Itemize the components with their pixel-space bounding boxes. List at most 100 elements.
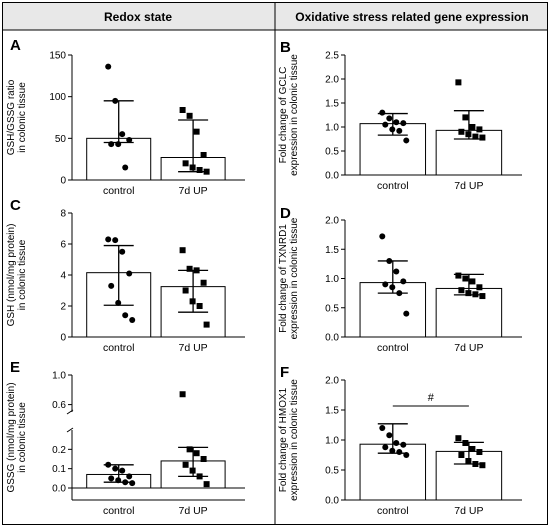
y-tick-label: 1.5 [325,99,339,110]
y-tick-label: 0.2 [52,445,66,456]
y-tick-label: 2 [60,302,66,313]
data-point [469,446,476,452]
data-point [396,449,403,455]
data-point [196,303,203,309]
data-point [455,435,462,442]
significance-mark: # [428,392,435,404]
data-point [182,461,189,468]
data-point [379,109,386,116]
data-point [122,479,129,486]
y-axis-label: GSH/GSSG ratio [6,79,17,155]
data-point [105,63,112,70]
data-point [105,236,112,243]
x-tick-label: control [377,505,409,517]
y-tick-label: 0 [60,333,66,344]
data-point [458,128,465,135]
y-axis-label: in colonic tissue [17,239,28,310]
data-point [179,391,186,398]
data-point [393,119,400,126]
panel-letter: D [280,205,291,222]
y-tick-label: 1.0 [325,274,339,285]
data-point [129,316,136,323]
data-point [189,164,196,171]
data-point [458,452,465,458]
data-point [382,281,389,288]
y-axis-label: in colonic tissue [17,82,28,153]
data-point [186,446,193,453]
data-point [400,120,407,127]
data-point [389,447,396,454]
y-tick-label: 150 [49,51,66,62]
data-point [196,167,203,173]
panel-letter: E [10,359,20,376]
data-point [186,265,193,272]
y-tick-label: 8 [60,209,66,220]
y-axis-label: GSH (nmol/mg protein) [6,224,17,327]
y-tick-label: 1.0 [325,436,339,447]
panel-letter: A [10,37,21,54]
y-axis-label: GSSG (nmol/mg protein) [6,382,17,492]
y-tick-label: 0.1 [52,464,66,475]
x-tick-label: control [103,342,135,354]
data-point [476,449,483,455]
data-point [455,79,462,86]
y-tick-label: 0 [60,176,66,187]
data-point [189,467,196,474]
bar [435,287,503,338]
data-point [458,287,465,294]
data-point [386,257,393,264]
data-point [462,114,469,121]
data-point [389,284,396,291]
x-tick-label: 7d UP [454,505,483,517]
x-tick-label: 7d UP [454,180,483,192]
y-tick-label: 4 [60,271,66,282]
panel-c: C 0 2 4 6 8 GSH (nmol/mg protein) in colonic ti… [6,197,245,354]
y-tick-label: 0.5 [325,147,339,158]
data-point [105,461,112,468]
y-axis-label: Fold change of GCLC [278,67,289,164]
y-tick-label: 0.6 [52,400,66,411]
y-tick-label: 2.5 [325,51,339,62]
y-tick-label: 2.0 [325,75,339,86]
data-point [396,127,403,134]
y-tick-label: 1.0 [325,123,339,134]
data-point [393,440,400,446]
y-tick-label: 2.0 [325,376,339,387]
data-point [203,168,210,175]
data-point [472,133,479,140]
y-tick-label: 0.0 [52,484,66,495]
data-point [469,124,476,130]
y-tick-label: 1.5 [325,245,339,256]
y-axis-label: expression in colonic tissue [289,217,300,339]
x-tick-label: 7d UP [179,505,208,517]
panel-d: D 0.0 0.5 1.0 1.5 2.0 Fold change of TXNRD1 exp… [278,205,522,354]
y-axis-label: Fold change of HMOX1 [278,387,289,492]
data-point [182,160,189,167]
panel-letter: B [280,39,291,56]
data-point [476,284,483,291]
data-point [112,237,119,244]
left-column-title: Redox state [104,10,172,24]
data-point [179,247,186,254]
data-point [386,432,393,439]
panel-f: F 0.0 0.5 1.0 1.5 2.0 Fold change of HMOX1 expr… [278,364,522,517]
data-point [479,134,486,141]
x-tick-label: 7d UP [454,342,483,354]
data-point [112,465,119,472]
data-point [400,278,407,285]
data-point [200,152,207,158]
data-point [126,473,133,480]
y-tick-label: 0.5 [325,303,339,314]
x-tick-label: control [103,185,135,197]
data-point [193,267,200,274]
data-point [465,131,472,138]
panel-a: A 0 50 100 150 GSH/GSSG ratio in colonic tissu… [6,37,245,197]
data-point [129,480,136,487]
data-point [469,278,476,285]
y-tick-label: 50 [55,134,67,145]
data-point [379,425,386,431]
y-tick-label: 0.5 [325,466,339,477]
y-tick-label: 0.0 [325,333,339,344]
data-point [403,452,410,458]
